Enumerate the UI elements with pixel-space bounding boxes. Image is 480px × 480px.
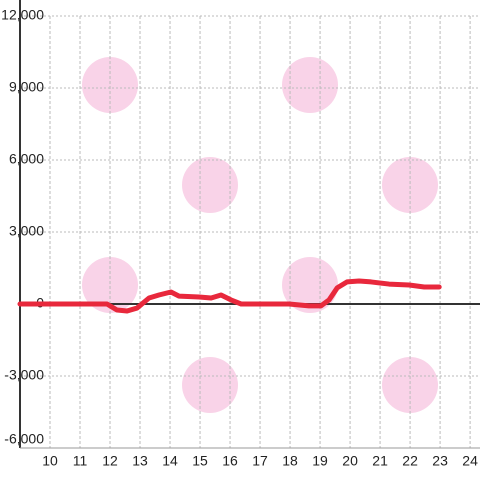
y-tick-label: 9,000 — [9, 79, 44, 95]
x-tick-label: 23 — [432, 453, 448, 469]
x-tick-label: 12 — [102, 453, 118, 469]
x-tick-label: 22 — [402, 453, 418, 469]
x-tick-label: 20 — [342, 453, 358, 469]
y-tick-label: -6,000 — [4, 431, 44, 447]
x-tick-label: 18 — [282, 453, 298, 469]
x-tick-label: 15 — [192, 453, 208, 469]
y-tick-label: -3,000 — [4, 367, 44, 383]
watermark — [182, 157, 238, 213]
x-tick-label: 24 — [462, 453, 478, 469]
watermark — [82, 257, 138, 313]
x-tick-label: 21 — [372, 453, 388, 469]
watermark — [82, 57, 138, 113]
line — [17, 278, 442, 314]
watermark — [382, 157, 438, 213]
x-tick-label: 11 — [73, 453, 88, 469]
watermark — [382, 357, 438, 413]
watermark — [282, 57, 338, 113]
y-tick-label: 3,000 — [9, 223, 44, 239]
x-tick-label: 10 — [42, 453, 58, 469]
x-tick-label: 16 — [222, 453, 238, 469]
x-tick-label: 13 — [132, 453, 148, 469]
y-tick-label: 6,000 — [9, 151, 44, 167]
x-tick-label: 14 — [162, 453, 178, 469]
watermarks — [82, 57, 438, 413]
x-tick-label: 19 — [312, 453, 328, 469]
x-tick-label: 17 — [252, 453, 268, 469]
watermark — [282, 257, 338, 313]
y-tick-label: 12,000 — [1, 7, 44, 23]
watermark — [182, 357, 238, 413]
